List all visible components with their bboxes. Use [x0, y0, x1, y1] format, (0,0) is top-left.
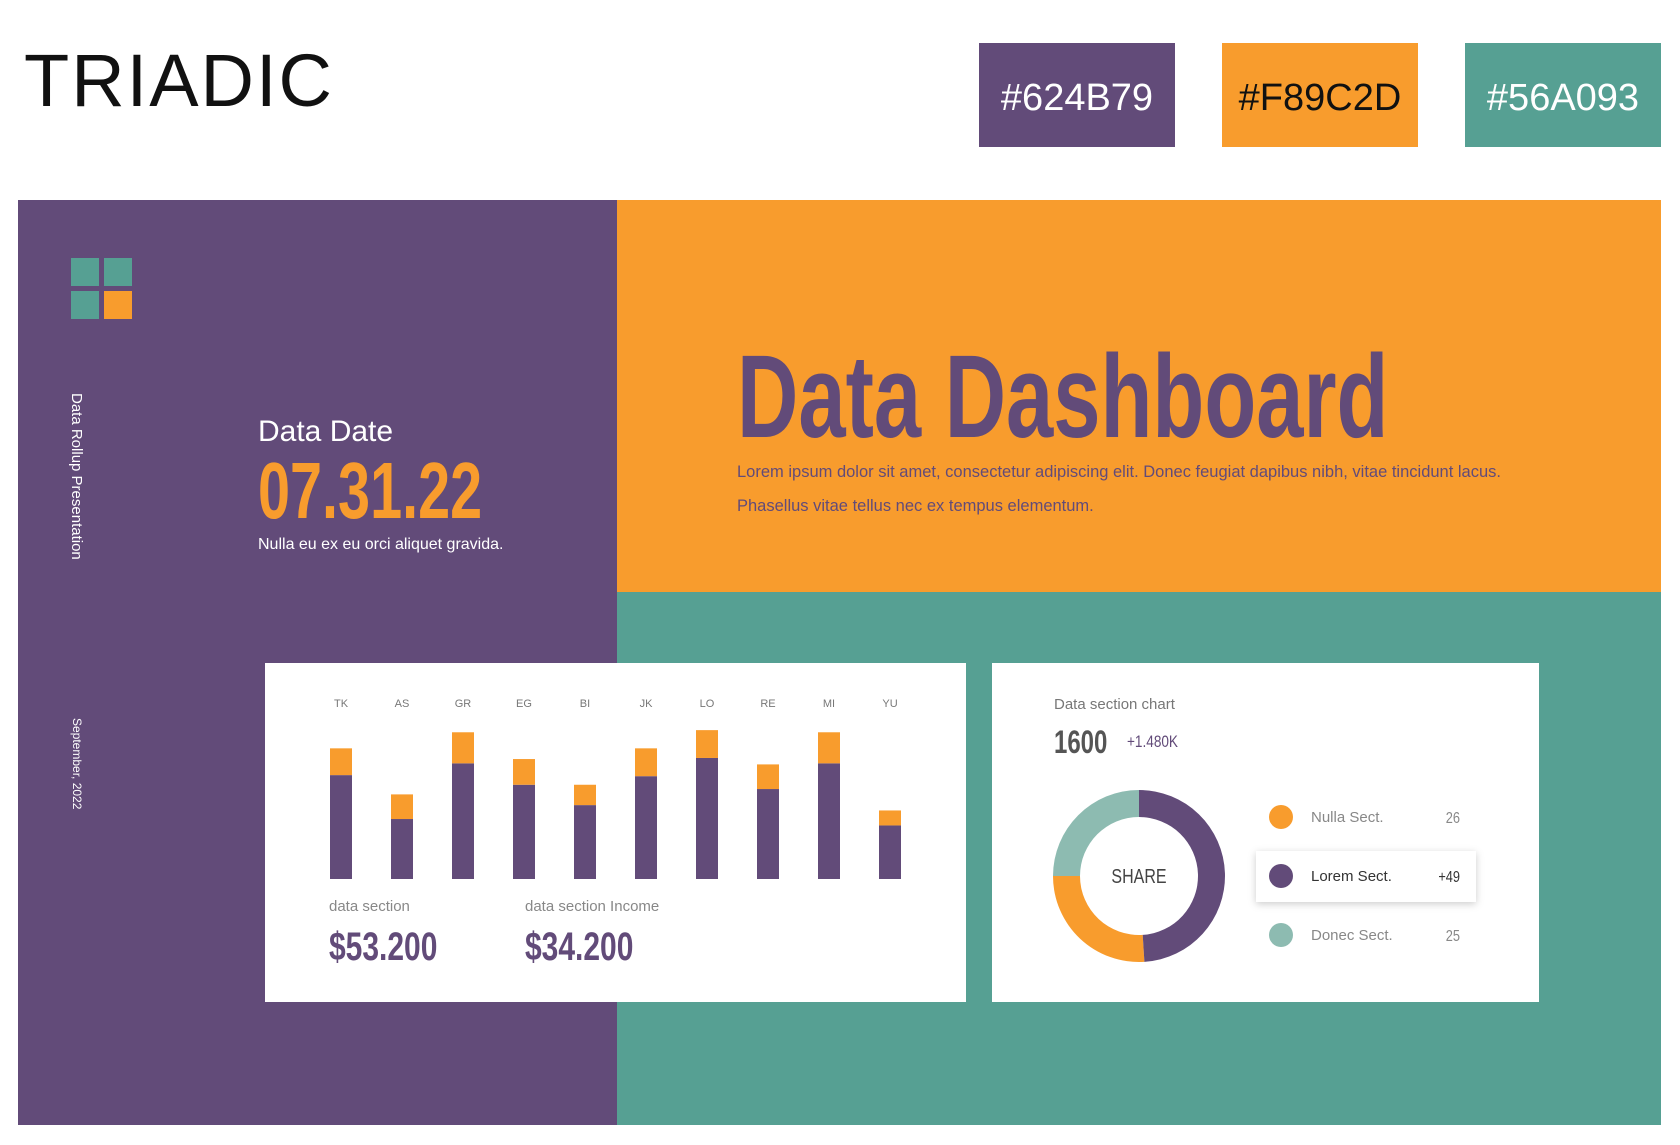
legend-dot [1269, 805, 1293, 829]
x-tick-label: TK [334, 698, 349, 710]
swatches: #624B79 #F89C2D #56A093 [979, 43, 1661, 147]
bar-segment [513, 784, 535, 879]
logo [104, 258, 132, 286]
date-caption: September, 2022 [70, 718, 84, 810]
bar-segment [818, 732, 840, 764]
logo [71, 291, 99, 319]
bar-segment [452, 732, 474, 764]
bar-segment [330, 775, 352, 879]
x-tick-label: JK [640, 698, 654, 710]
bar-segment [696, 730, 718, 758]
swatch [1465, 43, 1661, 147]
bar-segment [635, 748, 657, 777]
stat-value: $53.200 [329, 925, 437, 969]
legend-dot [1269, 864, 1293, 888]
swatch-label: #624B79 [1001, 77, 1153, 119]
page-title: TRIADIC [24, 39, 334, 122]
swatch-label: #F89C2D [1239, 77, 1402, 119]
legend-label: Donec Sect. [1311, 927, 1393, 944]
date-value: 07.31.22 [258, 446, 482, 536]
legend-dot [1269, 923, 1293, 947]
x-tick-label: AS [395, 698, 410, 710]
legend-value: +49 [1438, 869, 1460, 887]
hero [617, 200, 1661, 592]
bar-segment [635, 776, 657, 879]
donut-segment [1053, 876, 1145, 963]
date-label: Data Date [258, 415, 393, 448]
legend-label: Lorem Sect. [1311, 868, 1392, 885]
legend-value: 26 [1446, 810, 1460, 828]
donut-segment [1139, 790, 1226, 962]
x-tick-label: RE [760, 698, 775, 710]
x-tick-label: YU [882, 698, 897, 710]
legend-label: Nulla Sect. [1311, 809, 1384, 826]
swatch-label: #56A093 [1487, 77, 1639, 119]
bar-segment [574, 784, 596, 806]
hero-text-box: Lorem ipsum dolor sit amet, consectetur … [737, 463, 1501, 515]
charts: TK AS GR EG BI JK LO RE MI YU Nulla Sect. 26 Lorem S… [330, 698, 1460, 963]
bar-segment [391, 794, 413, 820]
bar-segment [757, 764, 779, 790]
donut-card-title: Data section chart [1054, 696, 1176, 713]
x-tick-label: MI [823, 698, 835, 710]
stat-label: data section Income [525, 898, 659, 915]
donut-segment [1053, 790, 1139, 876]
bar-card [265, 663, 966, 1002]
bar-segment [574, 805, 596, 879]
legend-value: 25 [1446, 928, 1460, 946]
stat-value: $34.200 [525, 925, 633, 969]
logo [71, 258, 99, 286]
x-tick-label: LO [700, 698, 715, 710]
bar-segment [879, 810, 901, 826]
bar-segment [330, 748, 352, 776]
swatch [1222, 43, 1418, 147]
bar-segment [452, 763, 474, 879]
stat-label: data section [329, 898, 410, 915]
date-note: Nulla eu ex eu orci aliquet gravida. [258, 536, 503, 553]
donut-center-label: SHARE [1111, 865, 1166, 887]
bar-segment [391, 819, 413, 879]
logo [104, 291, 132, 319]
bar-segment [818, 763, 840, 879]
donut-total: 1600 [1054, 724, 1107, 760]
vertical-title: Data Rollup Presentation [68, 393, 85, 560]
x-tick-label: EG [516, 698, 532, 710]
x-tick-label: GR [455, 698, 472, 710]
bar-segment [513, 759, 535, 785]
donut-change: +1.480K [1127, 733, 1179, 752]
hero-title: Data Dashboard [737, 330, 1388, 462]
x-tick-label: BI [580, 698, 590, 710]
bar-segment [757, 789, 779, 879]
swatch [979, 43, 1175, 147]
bar-segment [696, 757, 718, 879]
hero-text: Lorem ipsum dolor sit amet, consectetur … [737, 463, 1501, 515]
bar-segment [879, 825, 901, 879]
